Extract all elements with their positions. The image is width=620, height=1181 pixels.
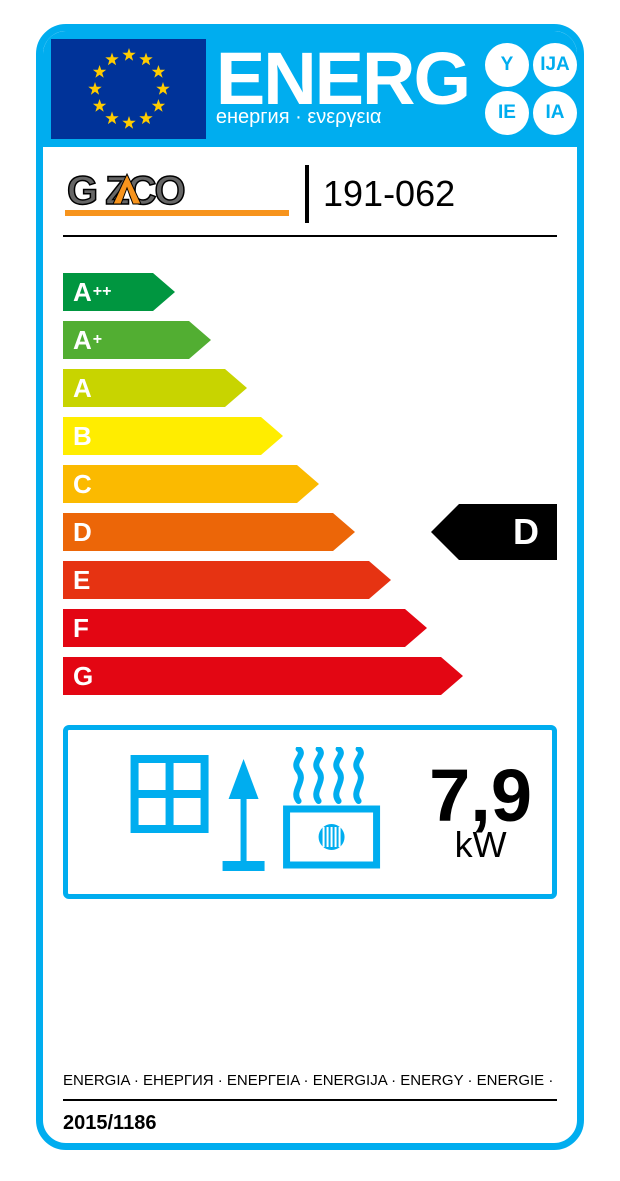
header-title: ENERG xyxy=(216,49,469,108)
brand-logo: G ZCO xyxy=(63,168,291,220)
rating-label: A xyxy=(73,369,92,407)
rating-label: B xyxy=(73,417,92,455)
rating-row: A xyxy=(63,369,247,407)
lang-badge: IA xyxy=(533,91,577,135)
rating-row: A+ xyxy=(63,321,211,359)
rating-row: E xyxy=(63,561,391,599)
divider-line xyxy=(63,235,557,237)
footer-multilang-text: ENERGIA · ЕНЕРГИЯ · ΕΝΕΡΓΕΙΑ · ENERGIJA … xyxy=(63,1072,557,1089)
rating-pointer-value: D xyxy=(513,504,539,560)
rating-pointer: D xyxy=(431,504,557,560)
lang-badge: IE xyxy=(485,91,529,135)
lang-badge: IJA xyxy=(533,43,577,87)
rating-row: B xyxy=(63,417,283,455)
rating-label: D xyxy=(73,513,92,551)
model-number: 191-062 xyxy=(323,173,455,215)
power-output-box: 7,9 kW xyxy=(63,725,557,899)
rating-label: E xyxy=(73,561,90,599)
header-bar: ENERG енергия · ενεργεια Y IJA IE IA xyxy=(43,31,577,147)
rating-label: F xyxy=(73,609,89,647)
power-value-block: 7,9 kW xyxy=(429,763,532,862)
brand-row: G ZCO 191-062 xyxy=(43,147,577,235)
footer-divider xyxy=(63,1099,557,1101)
regulation-number: 2015/1186 xyxy=(63,1112,156,1135)
rating-row: A++ xyxy=(63,273,175,311)
power-value: 7,9 xyxy=(429,763,532,830)
rating-label: G xyxy=(73,657,93,695)
heater-icon-group xyxy=(88,747,429,877)
energy-label-frame: ENERG енергия · ενεργεια Y IJA IE IA G Z… xyxy=(36,24,584,1150)
rating-row: F xyxy=(63,609,427,647)
rating-scale: A++A+ABCDEFGD xyxy=(63,273,557,705)
rating-row: C xyxy=(63,465,319,503)
eu-flag xyxy=(51,39,206,139)
rating-label: A+ xyxy=(73,321,102,359)
rating-row: G xyxy=(63,657,463,695)
lang-badge: Y xyxy=(485,43,529,87)
rating-row: D xyxy=(63,513,355,551)
lang-badge-grid: Y IJA IE IA xyxy=(485,43,577,135)
footer-multilang: ENERGIA · ЕНЕРГИЯ · ΕΝΕΡΓΕΙΑ · ENERGIJA … xyxy=(63,1072,557,1089)
brand-divider xyxy=(305,165,309,223)
rating-label: C xyxy=(73,465,92,503)
header-title-block: ENERG енергия · ενεργεια Y IJA IE IA xyxy=(216,31,577,147)
rating-label: A++ xyxy=(73,273,111,311)
